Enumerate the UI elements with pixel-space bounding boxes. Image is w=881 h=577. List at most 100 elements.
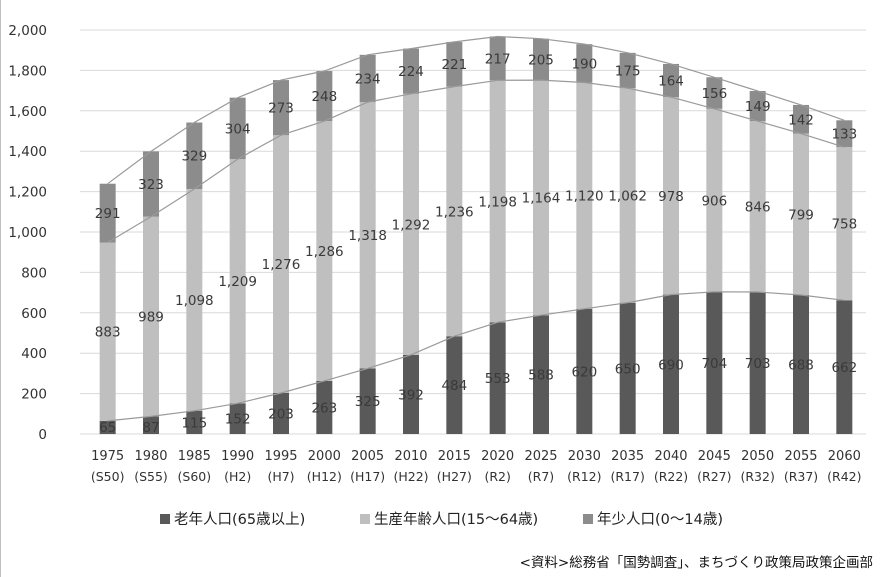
legend-label-series1: 生産年齢人口(15〜64歳) [374, 511, 538, 528]
value-label-series0: 87 [142, 420, 159, 436]
value-label-series0: 588 [528, 368, 554, 384]
value-label-series2: 291 [95, 206, 121, 222]
bar-segment-series0 [359, 368, 376, 434]
value-label-series0: 392 [398, 387, 424, 403]
value-label-series0: 553 [485, 371, 511, 387]
y-tick-label: 2,000 [8, 23, 47, 39]
x-tick-label-era: (R7) [528, 469, 554, 484]
x-tick-label-era: (S60) [178, 469, 212, 484]
bar-segment-series0 [706, 291, 723, 434]
bar-segment-series1 [403, 93, 419, 355]
value-label-series2: 248 [311, 89, 337, 105]
value-label-series1: 1,209 [218, 274, 257, 290]
value-label-series0: 662 [831, 360, 857, 376]
x-tick-label-year: 2035 [611, 449, 644, 464]
x-tick-label-era: (H7) [267, 469, 294, 484]
x-tick-label-year: 2010 [394, 449, 427, 464]
bar-segment-series0 [793, 295, 809, 434]
value-label-series0: 690 [658, 357, 684, 373]
bar-segment-series2 [533, 38, 549, 81]
x-tick-label-year: 2030 [568, 449, 601, 464]
value-label-series0: 620 [571, 364, 597, 380]
bar-segment-series2 [359, 54, 376, 103]
value-label-series2: 164 [658, 74, 684, 90]
value-label-series0: 325 [355, 394, 381, 410]
bar-segment-series1 [143, 216, 159, 417]
value-label-series1: 1,164 [522, 191, 561, 207]
x-tick-label-year: 2020 [481, 449, 514, 464]
x-tick-label-year: 1975 [91, 449, 124, 464]
x-tick-label-era: (H27) [437, 469, 472, 484]
value-label-series0: 703 [745, 356, 771, 372]
y-tick-label: 1,600 [8, 104, 47, 120]
x-tick-label-era: (R22) [654, 469, 688, 484]
bar-segment-series1 [186, 188, 203, 411]
x-tick-label-year: 2045 [698, 449, 731, 464]
value-label-series2: 205 [528, 52, 554, 68]
value-label-series2: 149 [745, 99, 771, 115]
x-tick-label-year: 2060 [828, 449, 861, 464]
value-label-series2: 221 [441, 57, 467, 73]
x-tick-label-year: 2005 [351, 449, 384, 464]
value-label-series0: 115 [181, 415, 207, 431]
bar-segment-series0 [446, 336, 463, 434]
bar-segment-series1 [229, 159, 246, 404]
bar-segment-series2 [749, 91, 766, 122]
y-tick-label: 600 [21, 306, 47, 322]
bar-segment-series1 [446, 86, 463, 337]
value-label-series1: 1,286 [305, 244, 344, 260]
x-tick-label-year: 2000 [308, 449, 341, 464]
x-tick-label-era: (S55) [134, 469, 168, 484]
value-label-series1: 799 [788, 207, 814, 223]
bar-segment-series0 [229, 403, 246, 434]
legend-label-series0: 老年人口(65歳以上) [174, 511, 305, 528]
value-label-series0: 263 [311, 400, 337, 416]
bar-segment-series2 [793, 104, 809, 134]
x-tick-label-era: (R37) [784, 469, 818, 484]
bar-segment-series1 [316, 121, 333, 381]
y-tick-label: 200 [21, 387, 47, 403]
bar-segment-series2 [143, 151, 159, 217]
bar-segment-series2 [403, 48, 419, 94]
trend-line-series0 [107, 291, 845, 422]
value-label-series1: 883 [95, 325, 121, 341]
bar-segment-series1 [489, 80, 506, 323]
bar-segment-series2 [446, 41, 463, 87]
bar-segment-series0 [403, 354, 419, 434]
bar-segment-series1 [749, 121, 766, 292]
bar-segment-series0 [663, 294, 679, 434]
value-label-series2: 175 [615, 64, 641, 80]
x-tick-label-year: 2040 [654, 449, 687, 464]
x-tick-label-era: (R12) [567, 469, 601, 484]
bar-segment-series2 [706, 77, 723, 109]
value-label-series0: 688 [788, 358, 814, 374]
bar-segment-series0 [576, 308, 593, 434]
bar-segment-series1 [359, 102, 376, 369]
y-tick-label: 1,000 [8, 225, 47, 241]
bar-segment-series1 [836, 147, 853, 301]
y-tick-label: 1,200 [8, 185, 47, 201]
x-tick-label-era: (H17) [350, 469, 385, 484]
value-label-series0: 650 [615, 361, 641, 377]
x-tick-label-era: (R17) [610, 469, 644, 484]
bar-segment-series2 [99, 183, 116, 243]
x-tick-label-era: (R32) [740, 469, 774, 484]
bar-segment-series0 [273, 392, 289, 434]
value-label-series1: 978 [658, 189, 684, 205]
x-tick-label-era: (R27) [697, 469, 731, 484]
y-tick-label: 1,800 [8, 63, 47, 79]
bar-segment-series2 [186, 122, 203, 189]
value-label-series0: 65 [99, 420, 116, 436]
x-tick-label-era: (H12) [307, 469, 342, 484]
x-tick-label-era: (S50) [91, 469, 125, 484]
x-tick-label-year: 1990 [221, 449, 254, 464]
value-label-series1: 1,120 [565, 189, 604, 205]
x-tick-label-year: 2025 [524, 449, 557, 464]
value-label-series1: 1,292 [392, 217, 431, 233]
value-label-series1: 1,318 [348, 228, 387, 244]
value-label-series2: 133 [831, 127, 857, 143]
bar-segment-series2 [489, 36, 506, 81]
value-label-series1: 1,236 [435, 204, 474, 220]
value-label-series2: 329 [181, 149, 207, 165]
